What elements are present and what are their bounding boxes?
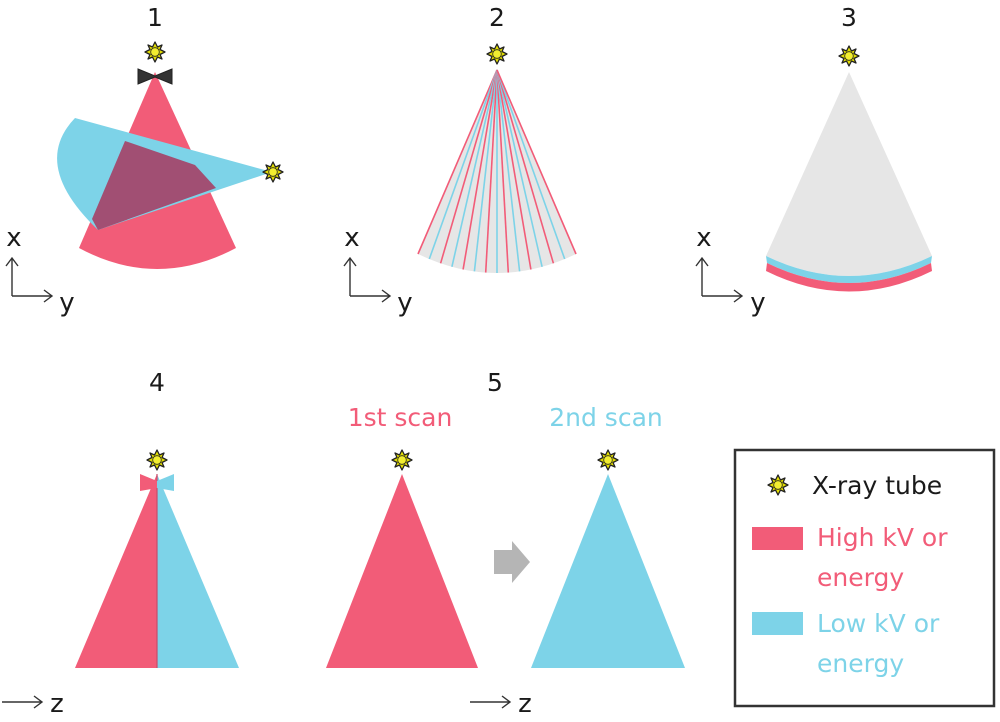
legend-low-swatch — [752, 612, 803, 635]
panel-1-number: 1 — [147, 3, 163, 32]
panel-5-number: 5 — [487, 368, 503, 397]
panel-4-number: 4 — [149, 368, 165, 397]
legend: X-ray tube High kV or energy Low kV or e… — [733, 448, 996, 708]
panel-4: 4 z — [2, 368, 239, 719]
axis-arrow-z — [470, 695, 512, 709]
x-ray-tube-icon — [391, 449, 413, 471]
ray-line — [417, 69, 498, 255]
axis-label-x: x — [696, 223, 711, 253]
x-ray-tube-icon — [767, 474, 789, 496]
second-scan-fan — [531, 474, 685, 668]
x-ray-tube-icon — [838, 45, 860, 67]
second-scan-label: 2nd scan — [549, 403, 663, 432]
gray-fan — [766, 72, 932, 276]
high-kv-half-fan — [75, 474, 157, 668]
axis-arrow-z — [2, 695, 44, 709]
axis-label-z: z — [518, 689, 532, 719]
ray-line — [496, 69, 532, 270]
first-scan-fan — [326, 474, 478, 668]
panel-5: 5 1st scan 2nd scan z — [326, 368, 685, 719]
ray-line — [484, 69, 498, 273]
low-kv-detector — [766, 256, 932, 283]
ray-line — [496, 69, 555, 264]
ray-line — [439, 69, 498, 264]
filter-icon — [137, 68, 173, 85]
alternating-rays — [417, 69, 577, 273]
axis-arrows — [343, 256, 392, 303]
x-ray-tube-icon — [146, 449, 168, 471]
filter-icon — [140, 474, 157, 491]
ray-line — [473, 69, 498, 272]
high-kv-detector — [766, 263, 932, 292]
arrow-icon — [494, 541, 530, 583]
axis-label-y: y — [397, 288, 412, 318]
ray-line — [496, 69, 566, 260]
panel-3-number: 3 — [841, 3, 857, 32]
axis-label-y: y — [750, 288, 765, 318]
legend-high-swatch — [752, 527, 803, 550]
x-ray-tube-icon — [262, 161, 284, 183]
axis-arrows — [5, 256, 54, 303]
ray-line — [496, 69, 577, 255]
legend-low-label-line1: Low kV or — [817, 609, 940, 638]
x-ray-tube-icon — [597, 449, 619, 471]
panel-3: 3 x y — [695, 3, 932, 318]
axis-label-z: z — [50, 689, 64, 719]
ray-line — [496, 69, 510, 273]
axis-label-x: x — [344, 223, 359, 253]
ray-line — [428, 69, 498, 260]
panel-1: 1 x y — [5, 3, 284, 318]
ray-line — [496, 69, 543, 267]
panel-2: 2 x y — [343, 3, 577, 318]
ray-line — [496, 69, 521, 272]
filter-icon — [157, 474, 174, 491]
axis-label-x: x — [6, 223, 21, 253]
axis-label-y: y — [59, 288, 74, 318]
legend-high-label-line1: High kV or — [817, 523, 948, 552]
ray-line — [451, 69, 498, 267]
x-ray-tube-icon — [144, 41, 166, 63]
legend-high-label-line2: energy — [817, 563, 904, 592]
panel-2-number: 2 — [489, 3, 505, 32]
overlap-region — [92, 141, 216, 230]
first-scan-label: 1st scan — [348, 403, 453, 432]
legend-tube-label: X-ray tube — [812, 471, 942, 500]
ray-line — [462, 69, 498, 270]
legend-low-label-line2: energy — [817, 649, 904, 678]
x-ray-tube-icon — [486, 43, 508, 65]
axis-arrows — [695, 256, 744, 303]
low-kv-half-fan — [157, 474, 239, 668]
